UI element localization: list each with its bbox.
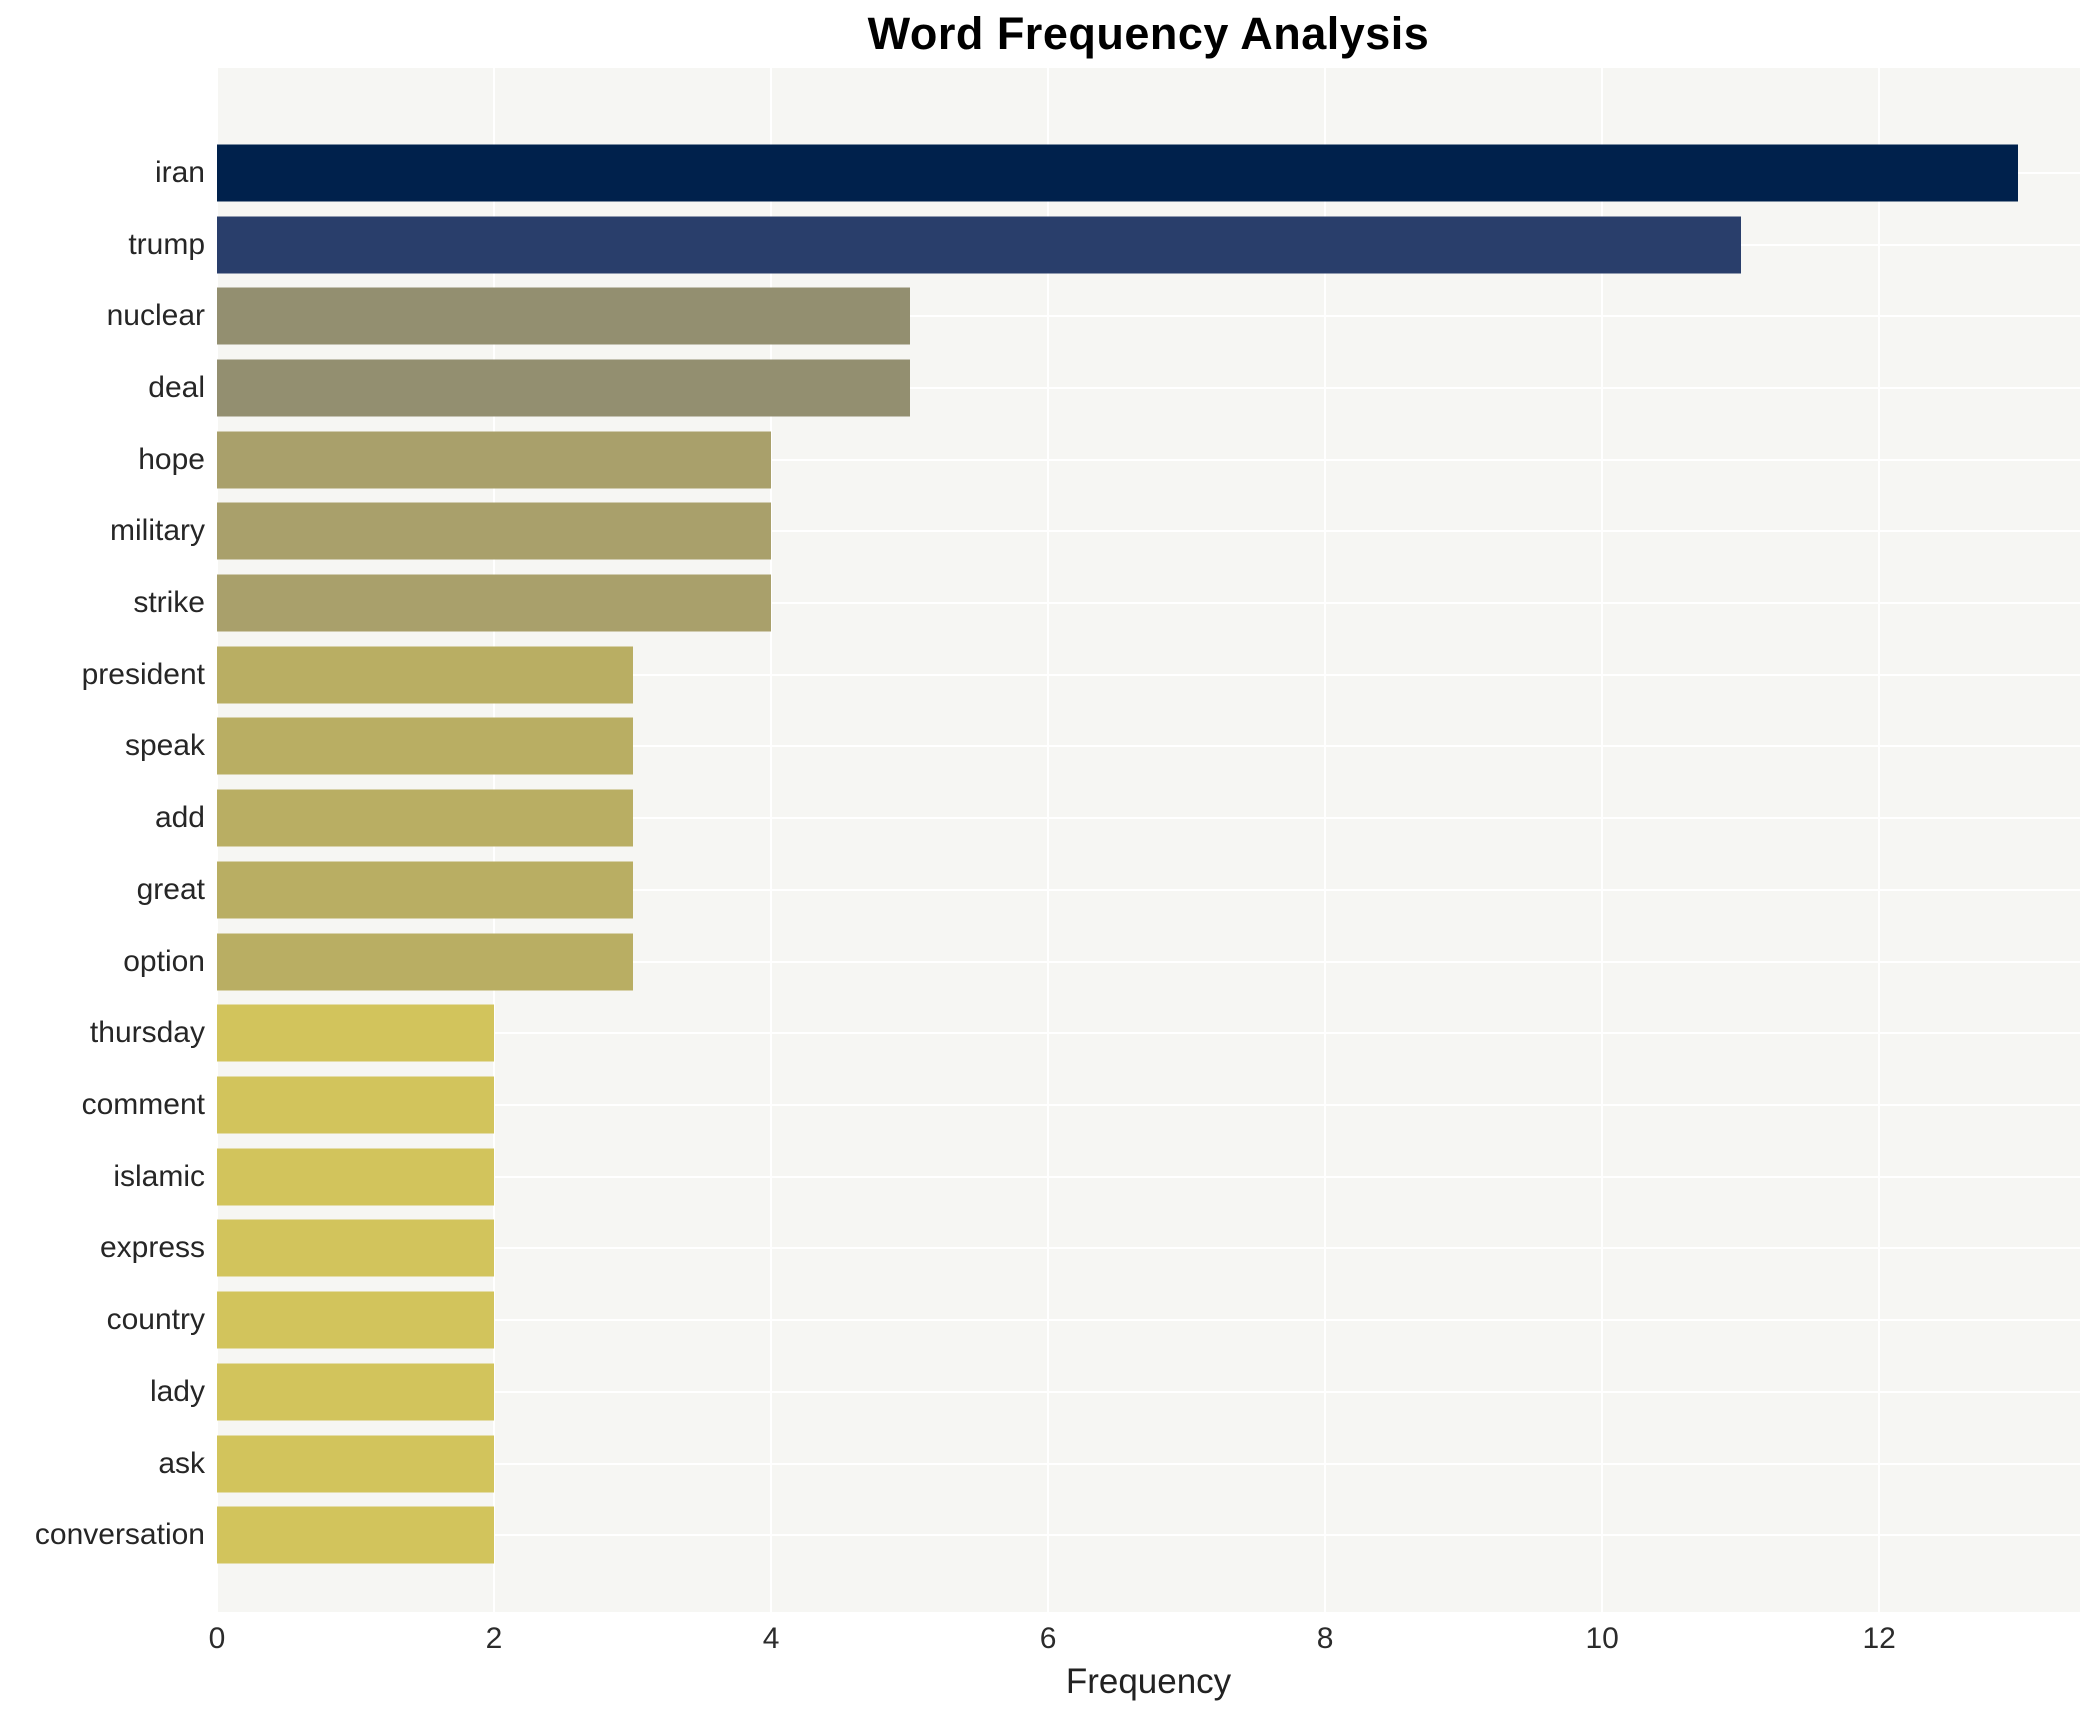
bar-row-military: military	[110, 496, 2080, 568]
gridline-horizontal	[217, 1175, 2080, 1178]
gridline-horizontal	[217, 1390, 2080, 1393]
bar-islamic	[217, 1148, 495, 1206]
gridline-horizontal	[217, 888, 2080, 891]
bar-ask	[217, 1435, 495, 1492]
bar-nuclear	[217, 287, 910, 345]
gridline-horizontal	[217, 1103, 2080, 1106]
gridline-horizontal	[217, 1534, 2080, 1537]
bar-iran	[217, 144, 2018, 202]
x-axis-tick-4: 4	[762, 1622, 780, 1655]
y-axis-label-express: express	[99, 1231, 205, 1265]
gridline-horizontal	[217, 315, 2080, 318]
gridline-vertical-4	[770, 68, 773, 1612]
plot-area: iran trump nuclear deal hope military strike pr…	[35, 68, 2080, 1612]
chart-title: Word Frequency Analysis	[867, 8, 1430, 59]
gridline-vertical-8	[1324, 68, 1327, 1612]
bar-row-comment: comment	[82, 1069, 2080, 1141]
x-axis-tick-2: 2	[485, 1622, 503, 1655]
y-axis-label-lady: lady	[149, 1374, 205, 1408]
y-axis-label-comment: comment	[81, 1087, 205, 1121]
y-axis-label-speak: speak	[124, 729, 205, 763]
bar-country	[217, 1291, 495, 1349]
y-axis-label-option: option	[123, 944, 205, 978]
bar-row-express: express	[100, 1213, 2080, 1285]
gridline-vertical-6	[1047, 68, 1050, 1612]
bar-row-president: president	[82, 639, 2080, 711]
bar-row-speak: speak	[125, 711, 2080, 783]
x-axis-tick-6: 6	[1039, 1622, 1057, 1655]
bar-speak	[217, 717, 633, 775]
bar-add	[217, 789, 633, 847]
gridline-horizontal	[217, 745, 2080, 748]
y-axis-label-ask: ask	[158, 1446, 205, 1480]
x-axis-tick-0: 0	[208, 1622, 226, 1655]
bar-row-iran: iran	[155, 137, 2080, 209]
bar-trump	[217, 216, 1741, 274]
bar-express	[217, 1219, 495, 1277]
y-axis-label-deal: deal	[148, 370, 205, 404]
x-axis-tick-12: 12	[1862, 1622, 1896, 1655]
y-axis-label-strike: strike	[133, 586, 205, 620]
gridline-horizontal	[217, 960, 2080, 963]
gridline-horizontal	[217, 602, 2080, 605]
gridline-horizontal	[217, 1462, 2080, 1465]
y-axis-label-president: president	[81, 657, 205, 691]
bar-conversation	[217, 1506, 495, 1564]
bar-row-nuclear: nuclear	[107, 280, 2080, 352]
y-axis-label-add: add	[154, 801, 205, 835]
bar-row-conversation: conversation	[35, 1499, 2080, 1571]
bar-row-lady: lady	[150, 1356, 2080, 1428]
bar-row-thursday: thursday	[90, 997, 2080, 1069]
gridline-vertical-12	[1878, 68, 1881, 1612]
y-axis-label-military: military	[110, 514, 205, 548]
bar-military	[217, 502, 772, 560]
y-axis-label-country: country	[106, 1303, 205, 1337]
bar-thursday	[217, 1004, 495, 1062]
gridline-horizontal	[217, 1319, 2080, 1322]
gridline-horizontal	[217, 458, 2080, 461]
x-axis-tick-8: 8	[1316, 1622, 1334, 1655]
bar-great	[217, 861, 633, 919]
y-axis-label-islamic: islamic	[113, 1159, 205, 1193]
y-axis-label-great: great	[136, 872, 205, 906]
bar-row-add: add	[155, 782, 2080, 854]
bar-row-country: country	[107, 1284, 2080, 1356]
bar-hope	[217, 431, 772, 489]
bar-lady	[217, 1363, 495, 1421]
x-axis-tick-10: 10	[1585, 1622, 1619, 1655]
gridline-vertical-10	[1601, 68, 1604, 1612]
y-axis-label-conversation: conversation	[34, 1518, 205, 1552]
bar-row-option: option	[123, 926, 2080, 998]
x-axis-ticks: 0 2 4 6 8 10 12	[209, 1622, 2080, 1662]
bar-option	[217, 933, 633, 991]
bar-row-deal: deal	[148, 352, 2080, 424]
gridline-horizontal	[217, 817, 2080, 820]
bar-comment	[217, 1076, 495, 1134]
bar-strike	[217, 574, 772, 632]
y-axis-label-thursday: thursday	[89, 1016, 205, 1050]
bar-president	[217, 646, 633, 704]
bar-row-great: great	[137, 854, 2080, 926]
bar-deal	[217, 359, 910, 417]
bar-row-islamic: islamic	[113, 1141, 2080, 1213]
y-axis-label-trump: trump	[128, 227, 205, 261]
bar-rows: iran trump nuclear deal hope military strike pr…	[35, 137, 2080, 1571]
gridline-horizontal	[217, 386, 2080, 389]
gridline-horizontal	[217, 530, 2080, 533]
gridline-horizontal	[217, 1247, 2080, 1250]
bar-row-hope: hope	[138, 424, 2080, 496]
y-axis-label-iran: iran	[154, 155, 205, 189]
bar-row-ask: ask	[158, 1428, 2080, 1500]
gridline-horizontal	[217, 673, 2080, 676]
x-axis-label: Frequency	[1065, 1662, 1232, 1701]
bar-row-trump: trump	[128, 209, 2080, 281]
bar-row-strike: strike	[133, 567, 2080, 639]
y-axis-label-nuclear: nuclear	[106, 299, 205, 333]
y-axis-label-hope: hope	[138, 442, 205, 476]
gridline-horizontal	[217, 1032, 2080, 1035]
